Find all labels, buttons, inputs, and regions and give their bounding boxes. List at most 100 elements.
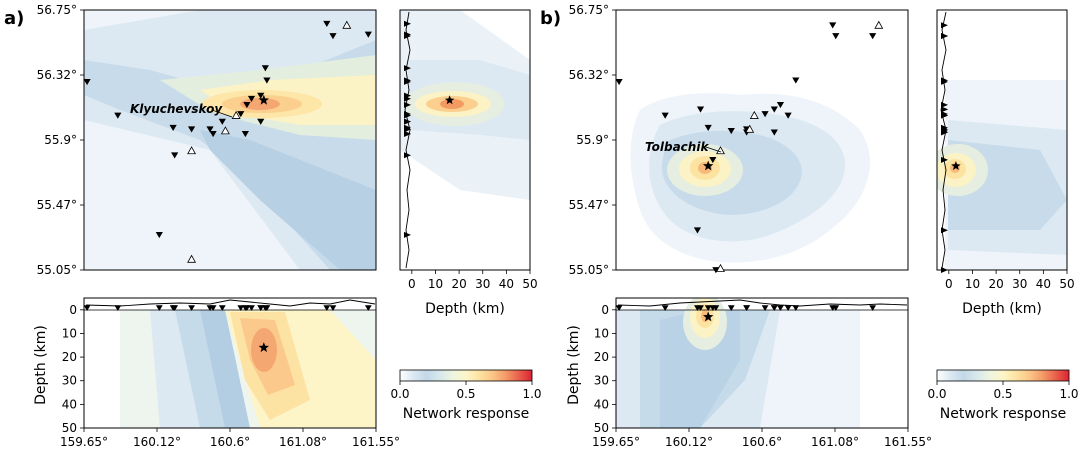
depth-x-tick-label: 0	[408, 277, 416, 291]
station-marker	[615, 79, 623, 86]
station-marker	[941, 227, 948, 234]
station-marker	[743, 305, 751, 312]
station-marker	[404, 31, 411, 38]
station-marker	[829, 22, 837, 29]
panel-b-volcano-leader	[705, 146, 722, 153]
station-marker	[171, 305, 179, 312]
depth-x-tick-label: 30	[475, 277, 490, 291]
panel-a-colorbar-label: Network response	[403, 406, 530, 422]
lon-x-tick-label: 160.6°	[742, 435, 782, 449]
station-marker	[704, 305, 712, 312]
station-marker	[661, 112, 669, 119]
station-marker	[404, 130, 411, 137]
station-marker	[241, 305, 249, 312]
station-marker	[114, 112, 122, 119]
map-y-tick-label: 55.05°	[569, 263, 609, 277]
depth-x-tick-label: 40	[499, 277, 514, 291]
lon-y-tick-label: 20	[62, 350, 77, 364]
panel-b-lon-y-label: Depth (km)	[566, 325, 582, 405]
lon-y-tick-label: 30	[594, 374, 609, 388]
station-marker	[832, 33, 840, 40]
volcano-marker	[749, 110, 759, 119]
lon-x-tick-label: 161.08°	[279, 435, 327, 449]
panel-a-volcano-label: Klyuchevskoy	[130, 102, 223, 116]
volcano-marker	[187, 146, 197, 155]
panel-a-label: a)	[4, 8, 24, 29]
colorbar-tick-label: 0.0	[927, 387, 946, 401]
depth-x-tick-label: 30	[1012, 277, 1027, 291]
station-marker	[329, 33, 337, 40]
panel-b: b) Tolbachik 56.75° 56.32° 55.9° 55.47° 55.0…	[540, 3, 1078, 449]
volcano-marker	[745, 124, 755, 133]
station-marker	[404, 152, 411, 159]
map-y-tick-label: 56.75°	[569, 3, 609, 17]
panel-a-map-y-ticks: 56.75° 56.32° 55.9° 55.47° 55.05°	[37, 3, 84, 277]
volcano-marker	[874, 20, 884, 29]
station-marker	[404, 111, 411, 117]
panel-b-lon-marks	[615, 305, 877, 322]
panel-b-lon-x-ticks: 159.65° 160.12° 160.6° 161.08° 161.55°	[592, 428, 932, 449]
lon-y-tick-label: 40	[62, 397, 77, 411]
station-marker	[712, 305, 720, 312]
station-marker	[661, 305, 669, 312]
station-marker	[696, 106, 705, 113]
station-marker	[784, 305, 792, 312]
station-marker	[263, 77, 271, 84]
station-marker	[83, 79, 91, 86]
lon-y-tick-label: 50	[594, 421, 609, 435]
panel-b-lon-field	[616, 298, 908, 428]
map-y-tick-label: 55.9°	[44, 133, 77, 147]
panel-a-depth-x-ticks: 0 10 20 30 40 50	[408, 270, 538, 291]
station-marker	[941, 33, 948, 39]
panel-b-map-marks	[615, 20, 884, 274]
station-marker	[770, 106, 778, 113]
map-y-tick-label: 56.32°	[37, 68, 77, 82]
event-star	[951, 161, 961, 170]
map-y-tick-label: 55.9°	[576, 133, 609, 147]
lon-x-tick-label: 159.65°	[60, 435, 108, 449]
station-marker	[727, 305, 735, 312]
lon-x-tick-label: 160.6°	[210, 435, 250, 449]
lon-x-tick-label: 161.08°	[811, 435, 859, 449]
station-marker	[709, 157, 717, 164]
station-marker	[404, 101, 411, 108]
lon-y-tick-label: 0	[601, 303, 609, 317]
volcano-marker	[187, 254, 197, 263]
depth-x-tick-label: 50	[1059, 277, 1074, 291]
depth-x-tick-label: 20	[451, 277, 466, 291]
lon-x-tick-label: 160.12°	[665, 435, 713, 449]
map-y-tick-label: 56.32°	[569, 68, 609, 82]
volcano-marker	[342, 20, 352, 29]
map-y-tick-label: 55.05°	[37, 263, 77, 277]
panel-b-depth-marks	[941, 22, 961, 273]
panel-b-depth-elevation-profile	[940, 11, 947, 269]
station-marker	[832, 305, 840, 312]
station-marker	[261, 65, 269, 72]
station-marker	[243, 101, 251, 109]
station-marker	[114, 305, 122, 312]
station-marker	[712, 267, 720, 274]
station-marker	[257, 92, 265, 99]
colorbar-tick-label: 1.0	[522, 387, 541, 401]
station-marker	[869, 305, 877, 312]
station-marker	[261, 305, 269, 312]
station-marker	[941, 22, 948, 29]
panel-a-volcano-leader	[211, 109, 233, 118]
lon-y-tick-label: 10	[62, 326, 77, 340]
station-marker	[257, 118, 265, 125]
station-marker	[188, 305, 195, 312]
station-marker	[155, 231, 163, 239]
station-marker	[257, 305, 265, 312]
volcano-marker	[716, 263, 725, 272]
panel-b-colorbar-label: Network response	[940, 406, 1067, 422]
station-marker	[941, 156, 948, 163]
station-marker	[615, 305, 623, 312]
station-marker	[209, 131, 217, 138]
station-marker	[323, 305, 331, 312]
station-marker	[83, 305, 91, 312]
station-marker	[218, 305, 226, 312]
depth-x-tick-label: 0	[945, 277, 953, 291]
panel-a-map-marks	[83, 20, 372, 263]
depth-x-tick-label: 40	[1036, 277, 1051, 291]
panel-a-lon-elevation-profile	[85, 299, 376, 307]
